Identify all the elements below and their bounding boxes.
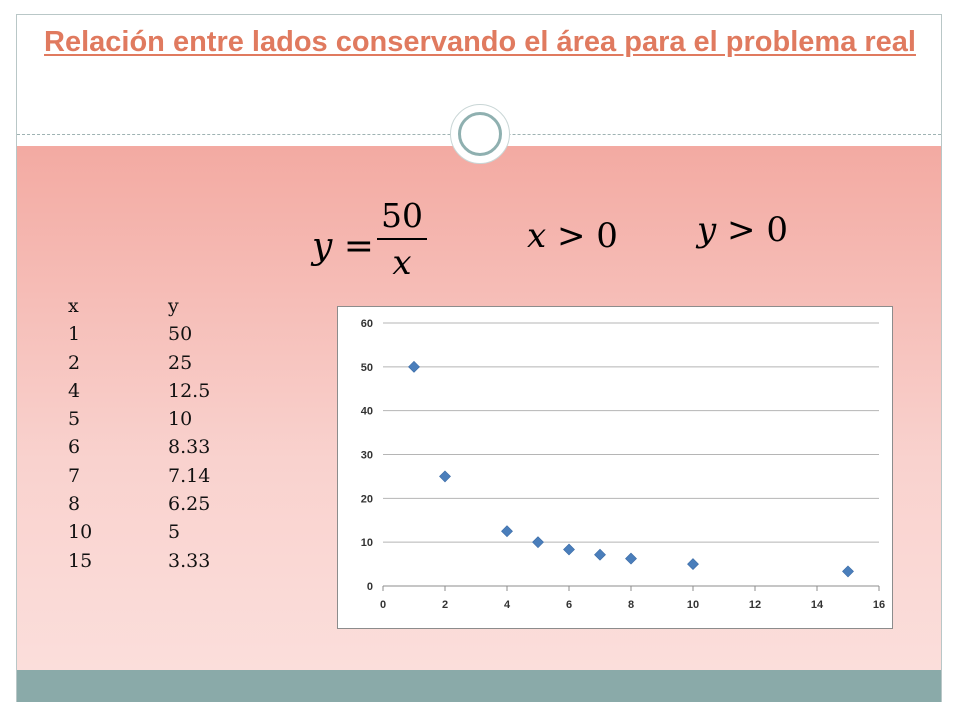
y-tick-label: 60 <box>361 318 373 330</box>
table-cell-x: 5 <box>68 408 81 431</box>
table-cell-y: 10 <box>168 408 193 431</box>
condition-y-var: y <box>697 210 717 250</box>
table-cell-x: 15 <box>68 549 93 572</box>
table-header-y: y <box>168 295 179 317</box>
table-row: 10 5 <box>68 518 210 546</box>
data-point <box>842 565 854 578</box>
x-tick-label: 10 <box>687 599 699 611</box>
equation-fraction: 50 x <box>377 196 427 284</box>
equation-lhs: y = <box>312 226 374 267</box>
condition-y-value: 0 <box>766 210 788 250</box>
x-tick-label: 16 <box>873 599 885 611</box>
table-cell-x: 2 <box>68 351 81 374</box>
table-row: 7 7.14 <box>68 462 210 490</box>
condition-y-rel: > <box>716 210 767 250</box>
y-tick-label: 30 <box>361 450 373 462</box>
equation-numerator: 50 <box>381 196 423 235</box>
x-tick-label: 12 <box>749 599 761 611</box>
x-tick-label: 8 <box>628 599 634 611</box>
table-row: 2 25 <box>68 349 210 377</box>
x-tick-label: 0 <box>380 599 386 611</box>
table-cell-y: 6.25 <box>168 493 211 516</box>
table-cell-y: 7.14 <box>168 464 211 487</box>
condition-x-rel: > <box>546 216 597 256</box>
data-point <box>594 548 606 561</box>
table-row: 6 8.33 <box>68 433 210 461</box>
x-tick-label: 14 <box>811 599 824 611</box>
table-row: 15 3.33 <box>68 547 210 575</box>
chart-canvas: 0 10 20 30 40 50 60 0 2 4 6 8 10 12 14 16 <box>361 318 885 611</box>
scatter-chart: 0 10 20 30 40 50 60 0 2 4 6 8 10 12 14 16 <box>337 306 893 629</box>
y-tick-label: 50 <box>361 362 373 374</box>
table-cell-y: 3.33 <box>168 549 211 572</box>
table-cell-y: 25 <box>168 351 193 374</box>
equation-denominator: x <box>392 243 412 283</box>
x-tick-label: 2 <box>442 599 448 611</box>
table-cell-x: 4 <box>68 379 81 402</box>
data-point <box>408 360 420 373</box>
condition-x: x > 0 <box>527 216 618 256</box>
table-cell-y: 8.33 <box>168 436 211 459</box>
fraction-bar <box>377 238 427 240</box>
table-cell-x: 10 <box>68 521 93 544</box>
table-cell-x: 1 <box>68 323 81 346</box>
decorative-circle-icon <box>450 104 510 164</box>
y-tick-label: 0 <box>367 581 373 593</box>
table-cell-x: 7 <box>68 464 81 487</box>
condition-x-value: 0 <box>596 216 618 256</box>
data-point <box>501 525 513 538</box>
x-tick-label: 4 <box>504 599 511 611</box>
decorative-ring-icon <box>458 112 502 156</box>
data-point <box>563 543 575 556</box>
condition-y: y > 0 <box>697 210 788 250</box>
table-row: 1 50 <box>68 320 210 348</box>
data-point <box>625 552 637 565</box>
table-cell-x: 8 <box>68 493 81 516</box>
footer-bar <box>17 670 941 702</box>
table-cell-y: 50 <box>168 323 193 346</box>
table-row: 4 12.5 <box>68 377 210 405</box>
table-cell-y: 12.5 <box>168 379 211 402</box>
x-tick-label: 6 <box>566 599 572 611</box>
table-cell-x: 6 <box>68 436 81 459</box>
data-point <box>439 470 451 483</box>
table-row: 5 10 <box>68 405 210 433</box>
y-tick-label: 20 <box>361 493 373 505</box>
table-row: 8 6.25 <box>68 490 210 518</box>
data-point <box>687 558 699 571</box>
table-header-x: x <box>68 295 79 317</box>
slide-title: Relación entre lados conservando el área… <box>44 26 916 58</box>
y-tick-label: 40 <box>361 406 373 418</box>
table-cell-y: 5 <box>168 521 181 544</box>
condition-x-var: x <box>527 216 547 256</box>
y-tick-label: 10 <box>361 537 373 549</box>
data-point <box>532 536 544 549</box>
